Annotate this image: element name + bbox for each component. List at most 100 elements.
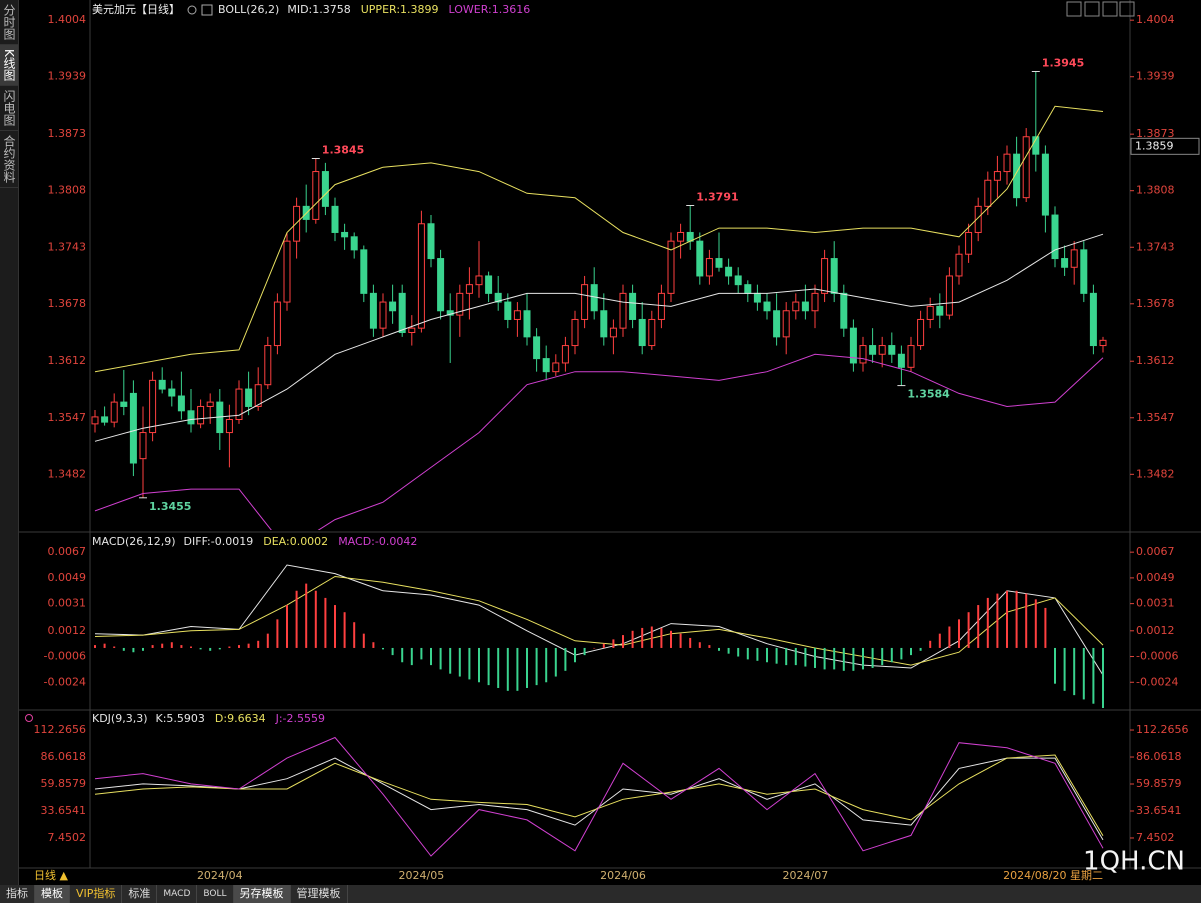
y-tick-label: 1.3547: [1136, 411, 1175, 424]
icon[interactable]: [1084, 1, 1100, 17]
tab-bar: 指标 模板 VIP指标 标准 MACD BOLL 另存模板 管理模板: [0, 885, 1201, 903]
candle-body: [465, 284, 473, 294]
histogram-bar: [516, 647, 519, 691]
histogram-bar: [103, 643, 106, 648]
candle-body: [149, 379, 157, 434]
histogram-bar: [554, 647, 557, 677]
histogram-bar: [823, 647, 826, 670]
tab[interactable]: 模板: [35, 885, 70, 903]
indicator-line: [94, 105, 1104, 373]
candle-body: [619, 292, 627, 329]
candle-body: [734, 275, 742, 286]
candle-body: [744, 284, 752, 294]
candle-body: [859, 345, 867, 364]
extreme-label: 1.3584: [907, 388, 950, 401]
histogram-bar: [852, 647, 855, 671]
histogram-bar: [372, 642, 375, 648]
histogram-bar: [334, 605, 336, 648]
candle-body: [1013, 153, 1021, 199]
tab[interactable]: 管理模板: [291, 885, 348, 903]
y-tick-label: 1.3873: [1136, 127, 1175, 140]
candle-body: [677, 231, 685, 242]
y-tick-label: 0.0067: [1136, 545, 1175, 558]
candle-body: [504, 301, 512, 320]
candle-body: [1089, 292, 1097, 347]
candle-body: [974, 205, 982, 233]
candle-body: [293, 205, 301, 242]
candle-body: [629, 292, 637, 320]
y-tick-label: -0.0024: [1136, 675, 1178, 688]
histogram-bar: [526, 647, 528, 688]
tab[interactable]: VIP指标: [70, 885, 123, 903]
y-tick-label: 86.0618: [1136, 750, 1182, 763]
candle-body: [917, 318, 925, 347]
icon[interactable]: [1066, 1, 1082, 17]
extreme-label: 1.3845: [322, 144, 364, 157]
candle-body: [513, 310, 521, 320]
y-tick-label: 86.0618: [41, 750, 87, 763]
icon[interactable]: [1119, 1, 1135, 17]
histogram-bar: [727, 647, 730, 654]
legend-label: K:5.5903: [156, 712, 205, 725]
tab[interactable]: MACD: [157, 885, 198, 903]
tab[interactable]: 另存模板: [233, 885, 291, 903]
candle-body: [350, 236, 358, 251]
histogram-bar: [257, 640, 260, 648]
candle-body: [753, 292, 761, 303]
histogram-bar: [247, 643, 250, 648]
histogram-bar: [890, 647, 893, 663]
candle-body: [1099, 339, 1107, 347]
candle-body: [129, 392, 137, 464]
candle-body: [245, 388, 253, 407]
candle-body: [1003, 153, 1011, 173]
indicator-line: [94, 233, 1104, 442]
candle-body: [456, 292, 464, 316]
candle-body: [715, 258, 723, 268]
histogram-bar: [910, 647, 912, 656]
tab[interactable]: 指标: [0, 885, 35, 903]
candle-body: [168, 388, 176, 397]
candle-body: [379, 301, 387, 329]
histogram-bar: [113, 646, 116, 648]
sidebar-tab[interactable]: 闪电图: [0, 86, 18, 131]
icon[interactable]: [1102, 1, 1118, 17]
panel: [94, 736, 1104, 857]
indicator-line: [94, 353, 1104, 530]
histogram-bar: [766, 647, 768, 663]
candle-body: [705, 258, 713, 277]
tab[interactable]: BOLL: [197, 885, 234, 903]
y-tick-label: 1.3743: [48, 240, 87, 253]
histogram-bar: [958, 619, 960, 648]
y-tick-label: 0.0049: [1136, 571, 1175, 584]
histogram-bar: [785, 647, 788, 666]
toolbar-icons[interactable]: [1066, 1, 1135, 17]
histogram-bar: [343, 612, 346, 648]
histogram-bar: [401, 647, 404, 663]
histogram-bar: [641, 627, 644, 648]
histogram-bar: [938, 633, 941, 648]
sidebar-tab[interactable]: K线图: [0, 45, 18, 86]
histogram-bar: [564, 647, 567, 671]
candle-body: [1022, 136, 1030, 199]
kdj-icon[interactable]: [25, 714, 33, 722]
histogram-bar: [314, 590, 317, 648]
y-tick-label: 33.6541: [41, 804, 87, 817]
histogram-bar: [1025, 593, 1028, 648]
tab[interactable]: 标准: [122, 885, 158, 903]
candle-body: [494, 292, 502, 303]
histogram-bar: [986, 597, 989, 648]
histogram-bar: [612, 639, 615, 648]
histogram-bar: [718, 647, 720, 651]
sidebar-tab[interactable]: 合约资料: [0, 131, 18, 188]
y-tick-label: 7.4502: [48, 831, 87, 844]
histogram-bar: [900, 647, 903, 660]
y-tick-label: 1.3808: [48, 184, 87, 197]
histogram-bar: [660, 627, 663, 648]
candle-body: [696, 240, 704, 277]
histogram-bar: [1073, 647, 1076, 696]
candle-body: [312, 171, 320, 220]
sidebar-tab[interactable]: 分时图: [0, 0, 18, 45]
x-tick-label: 2024/07: [783, 869, 829, 882]
period-label[interactable]: 日线 ▲: [34, 868, 68, 882]
histogram-bar: [180, 645, 183, 648]
